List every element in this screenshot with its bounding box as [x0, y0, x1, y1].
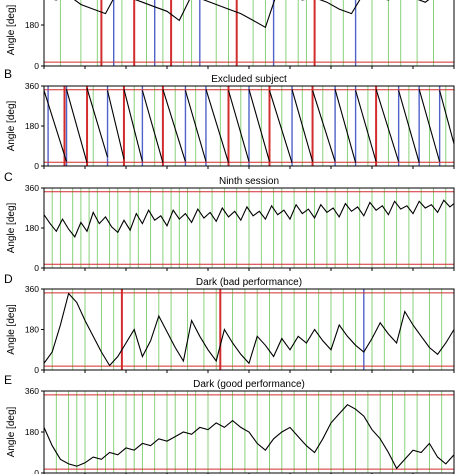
y-tick-label: 0 — [34, 263, 39, 273]
angle-trace — [44, 199, 454, 238]
panel-plot-area — [44, 391, 454, 473]
y-tick-label: 180 — [25, 223, 39, 233]
y-axis-label: Angle [deg] — [6, 202, 17, 253]
panel-plot-area — [44, 86, 454, 166]
angle-trace — [44, 88, 454, 163]
y-tick-label: 360 — [25, 284, 39, 294]
panel-title: Ninth session — [219, 176, 279, 187]
panel-plot-area — [44, 188, 454, 268]
panel-0: 0 180 Angle [deg] — [6, 0, 455, 71]
panel-title: Dark (bad performance) — [196, 277, 302, 288]
angle-trace — [44, 292, 454, 367]
angle-trace — [44, 404, 454, 470]
y-tick-label: 360 — [25, 81, 39, 91]
y-tick-label: 180 — [25, 427, 39, 437]
panel-letter: B — [4, 67, 12, 81]
y-tick-label: 0 — [34, 365, 39, 375]
y-axis-label: Angle [deg] — [6, 304, 17, 355]
y-tick-label: 180 — [25, 121, 39, 131]
panel-plot-area — [44, 289, 454, 370]
y-axis-label: Angle [deg] — [6, 406, 17, 457]
panel-plot-area — [44, 0, 454, 66]
y-tick-label: 360 — [25, 183, 39, 193]
y-tick-label: 360 — [25, 386, 39, 396]
y-tick-label: 0 — [34, 161, 39, 171]
panel-1: 0 180 360 Angle [deg] Excluded subject B — [4, 67, 455, 171]
panel-4: 0 180 360 Angle [deg] Dark (good performance… — [4, 373, 455, 474]
y-tick-label: 180 — [25, 20, 39, 30]
panel-title: Excluded subject — [211, 74, 287, 85]
panel-title: Dark (good performance) — [193, 379, 305, 390]
y-axis-label: Angle [deg] — [6, 4, 17, 55]
panel-letter: D — [4, 272, 13, 286]
panel-3: 0 180 360 Angle [deg] Dark (bad performance)… — [4, 272, 455, 375]
panel-letter: E — [4, 373, 12, 387]
y-tick-label: 0 — [34, 61, 39, 71]
y-tick-label: 180 — [25, 325, 39, 335]
panel-frame — [43, 0, 455, 67]
y-axis-label: Angle [deg] — [6, 100, 17, 151]
angle-trace — [53, 0, 430, 29]
y-tick-label: 0 — [34, 468, 39, 474]
panel-2: 0 180 360 Angle [deg] Ninth session C — [4, 170, 455, 273]
panel-letter: C — [4, 170, 13, 184]
